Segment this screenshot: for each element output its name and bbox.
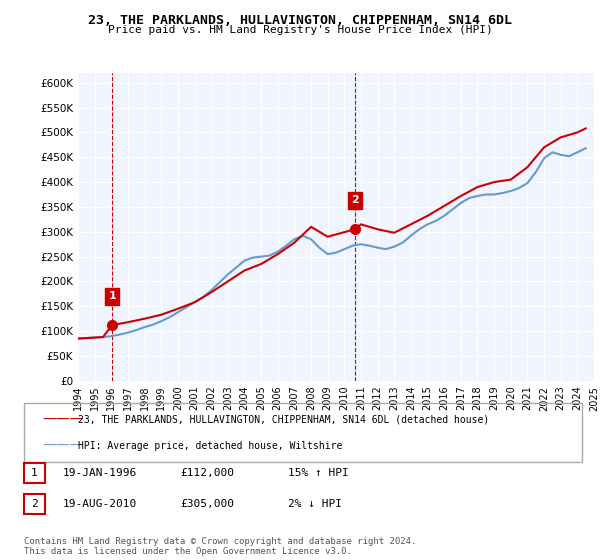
Text: 19-JAN-1996: 19-JAN-1996 [63, 468, 137, 478]
Text: 2% ↓ HPI: 2% ↓ HPI [288, 499, 342, 509]
Text: 1: 1 [108, 291, 116, 301]
Text: 2: 2 [351, 195, 359, 206]
Text: 2: 2 [31, 499, 38, 509]
Text: 23, THE PARKLANDS, HULLAVINGTON, CHIPPENHAM, SN14 6DL (detached house): 23, THE PARKLANDS, HULLAVINGTON, CHIPPEN… [78, 415, 489, 425]
Text: Price paid vs. HM Land Registry's House Price Index (HPI): Price paid vs. HM Land Registry's House … [107, 25, 493, 35]
Text: 1: 1 [31, 468, 38, 478]
Text: 23, THE PARKLANDS, HULLAVINGTON, CHIPPENHAM, SN14 6DL: 23, THE PARKLANDS, HULLAVINGTON, CHIPPEN… [88, 14, 512, 27]
Text: ———: ——— [42, 439, 83, 454]
Text: £305,000: £305,000 [180, 499, 234, 509]
Text: 15% ↑ HPI: 15% ↑ HPI [288, 468, 349, 478]
Text: This data is licensed under the Open Government Licence v3.0.: This data is licensed under the Open Gov… [24, 547, 352, 556]
Text: HPI: Average price, detached house, Wiltshire: HPI: Average price, detached house, Wilt… [78, 441, 343, 451]
Text: 19-AUG-2010: 19-AUG-2010 [63, 499, 137, 509]
Text: Contains HM Land Registry data © Crown copyright and database right 2024.: Contains HM Land Registry data © Crown c… [24, 537, 416, 546]
Text: £112,000: £112,000 [180, 468, 234, 478]
Text: ———: ——— [42, 413, 83, 427]
